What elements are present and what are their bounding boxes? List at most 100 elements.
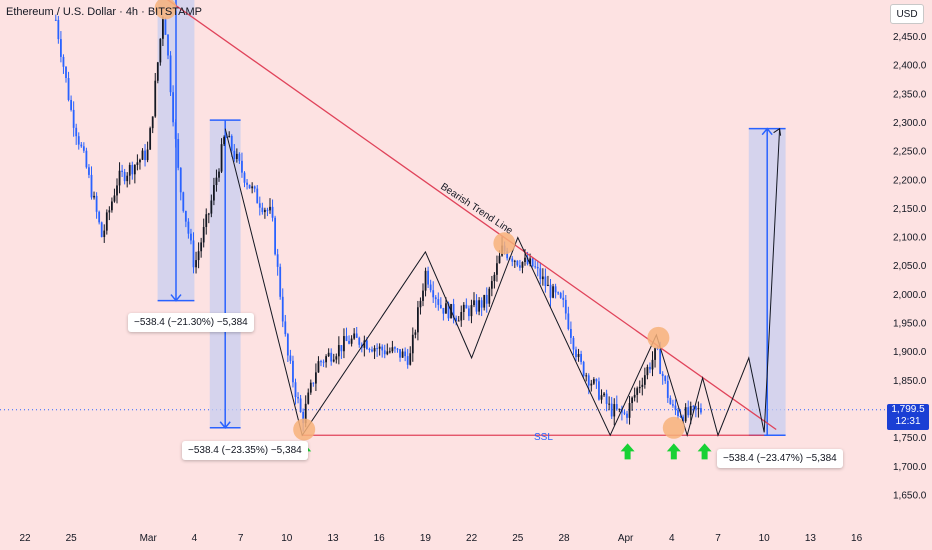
candle-body (337, 345, 340, 357)
last-price-tag: 1,799.5 12:31 (887, 404, 929, 430)
candle-body (445, 303, 447, 314)
trend-line-label: Bearish Trend Line (438, 181, 514, 237)
y-tick-label: 2,450.0 (893, 32, 927, 43)
candle-body (442, 308, 445, 314)
x-tick-label: Apr (618, 533, 634, 544)
candle-body (572, 337, 575, 350)
candle-body (184, 210, 187, 222)
candle-body (417, 307, 419, 333)
candle-body (654, 347, 656, 360)
candle-body (684, 407, 687, 422)
candle-body (77, 136, 80, 145)
candle-body (131, 164, 134, 175)
candle-body (220, 144, 223, 172)
candle-body (368, 349, 371, 351)
measure-label-2: −538.4 (−23.35%) −5,384 (182, 441, 308, 460)
candle-body (490, 281, 493, 289)
candle-body (366, 340, 368, 350)
candle-body (485, 294, 488, 304)
y-tick-label: 1,750.0 (893, 433, 927, 444)
candle-body (228, 135, 231, 138)
candle-body (253, 186, 256, 189)
candle-body (111, 201, 113, 211)
candle-body (419, 300, 422, 308)
candle-body (386, 351, 389, 355)
currency-button[interactable]: USD (890, 4, 924, 24)
candle-body (396, 348, 399, 350)
candle-body (687, 407, 690, 416)
candle-body (340, 345, 343, 352)
candle-body (136, 162, 139, 165)
candle-body (541, 276, 544, 280)
candle-body (100, 222, 103, 238)
candle-body (603, 393, 605, 396)
candle-body (697, 408, 700, 410)
candle-body (544, 276, 547, 287)
candle-body (332, 359, 335, 362)
candle-body (174, 122, 177, 140)
measure-label-1: −538.4 (−21.30%) −5,384 (128, 313, 254, 332)
candle-body (692, 406, 695, 408)
candle-body (409, 353, 412, 365)
candle-body (113, 195, 116, 202)
candle-body (427, 270, 429, 285)
candle-body (276, 254, 279, 267)
candle-body (394, 347, 396, 349)
candle-body (350, 338, 353, 344)
x-tick-label: 13 (327, 533, 339, 544)
candle-body (105, 212, 108, 231)
candle-body (190, 233, 192, 241)
candle-body (391, 347, 394, 352)
candle-body (641, 384, 644, 387)
candle-body (261, 207, 264, 213)
candle-body (289, 355, 292, 361)
candle-body (146, 149, 149, 161)
candle-body (353, 333, 356, 339)
candle-body (156, 62, 159, 81)
x-tick-label: 4 (669, 533, 675, 544)
y-tick-label: 2,400.0 (893, 61, 927, 72)
candle-body (447, 303, 450, 319)
candle-body (149, 128, 152, 150)
candle-body (613, 404, 616, 417)
candle-body (631, 397, 633, 404)
candle-body (57, 19, 60, 40)
candle-body (307, 392, 310, 404)
candle-body (434, 297, 437, 300)
candle-body (424, 270, 427, 291)
candle-body (179, 167, 182, 193)
candle-body (682, 416, 684, 422)
candle-body (679, 416, 682, 418)
candle-body (60, 39, 62, 57)
candle-body (669, 397, 672, 405)
candle-body (72, 109, 75, 128)
y-tick-label: 2,300.0 (893, 118, 927, 129)
x-tick-label: 16 (851, 533, 863, 544)
candle-body (626, 413, 628, 418)
candle-body (118, 170, 121, 186)
x-tick-label: 25 (66, 533, 78, 544)
candle-body (672, 404, 674, 406)
candle-body (480, 300, 483, 308)
x-tick-label: 10 (759, 533, 771, 544)
candle-body (264, 209, 266, 213)
measure-arrowhead (219, 421, 231, 429)
candle-body (524, 257, 526, 263)
y-tick-label: 2,100.0 (893, 233, 927, 244)
x-tick-label: 25 (512, 533, 524, 544)
candle-body (526, 257, 529, 265)
x-tick-label: Mar (140, 533, 158, 544)
y-tick-label: 1,950.0 (893, 319, 927, 330)
candle-body (327, 352, 330, 357)
candle-body (564, 299, 567, 314)
candle-body (266, 209, 269, 211)
candle-body (292, 360, 294, 383)
candle-body (269, 206, 271, 211)
y-tick-label: 2,350.0 (893, 89, 927, 100)
x-tick-label: 13 (805, 533, 817, 544)
candle-body (511, 258, 514, 262)
candle-body (202, 226, 205, 243)
highlight-circle (662, 416, 685, 439)
